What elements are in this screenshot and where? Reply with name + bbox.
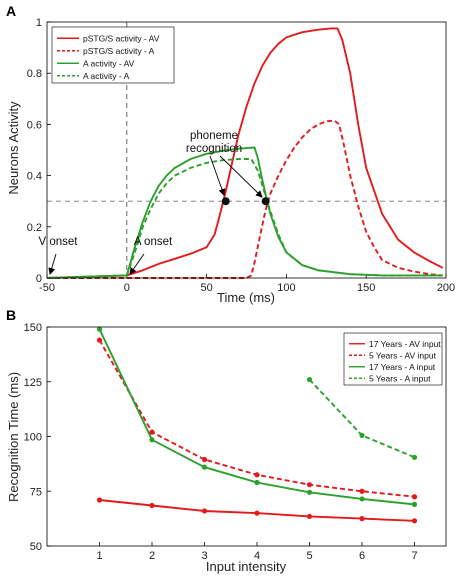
phoneme-annotation-line2: recognition — [186, 143, 242, 155]
panel-a-x-axis-label: Time (ms) — [217, 290, 275, 305]
legend-label: 5 Years - A input — [369, 373, 431, 383]
data-point — [149, 429, 155, 435]
x-tick-label: 100 — [277, 282, 295, 294]
data-point — [201, 464, 208, 470]
x-tick-label: 50 — [200, 282, 212, 294]
data-point — [201, 508, 208, 514]
x-tick-label: 5 — [306, 550, 312, 562]
data-point — [359, 516, 365, 522]
panel-a: A Neurons Activity Time (ms) -50 0 50 100 15… — [6, 3, 455, 305]
y-tick-label: 75 — [30, 486, 42, 498]
data-point — [254, 510, 260, 516]
legend-label: 17 Years - A input — [369, 362, 436, 372]
series-line-0 — [99, 499, 415, 522]
legend-label: pSTG/S activity - A — [83, 46, 155, 56]
data-point — [306, 482, 313, 488]
x-tick-label: -50 — [39, 282, 55, 294]
legend-label: A activity - AV — [83, 58, 135, 68]
v-onset-label: V onset — [39, 236, 79, 248]
x-tick-label: 1 — [96, 550, 102, 562]
legend-label: 17 Years - AV input — [369, 339, 441, 349]
data-point — [96, 326, 103, 332]
y-tick-label: 0 — [36, 273, 42, 285]
data-point — [96, 337, 103, 343]
data-point — [411, 454, 418, 460]
data-point — [96, 497, 103, 503]
panel-b-letter: B — [6, 307, 16, 323]
x-tick-label: 4 — [254, 550, 260, 562]
phoneme-annotation-line1: phoneme — [190, 130, 238, 142]
data-point — [149, 437, 155, 443]
x-tick-label: 2 — [149, 550, 155, 562]
legend-label: 5 Years - AV input — [369, 350, 437, 360]
panel-a-legend: pSTG/S activity - AV pSTG/S activity - A A… — [51, 26, 175, 84]
data-point — [254, 479, 260, 486]
legend-box — [343, 332, 443, 386]
v-onset-arrow — [48, 253, 57, 275]
panel-a-markers — [221, 197, 270, 206]
panel-a-y-axis-label: Neurons Activity — [6, 101, 21, 195]
legend-label: pSTG/S activity - AV — [83, 33, 160, 43]
y-tick-label: 0.2 — [27, 222, 42, 234]
data-point — [306, 376, 313, 383]
panel-a-letter: A — [6, 3, 16, 19]
panel-a-plot-frame — [46, 21, 447, 279]
phoneme-arrow-right — [219, 155, 263, 198]
y-tick-label: 0.4 — [27, 171, 42, 183]
y-tick-label: 50 — [30, 541, 42, 553]
panel-b-plot-frame — [46, 326, 447, 547]
data-point — [254, 472, 260, 478]
data-point — [359, 432, 365, 439]
x-tick-label: 150 — [357, 282, 375, 294]
series-line-3 — [308, 378, 415, 459]
y-tick-label: 1 — [36, 17, 42, 29]
panel-a-lines — [46, 27, 444, 279]
y-tick-label: 150 — [24, 322, 42, 334]
data-point — [306, 513, 313, 520]
panel-b: B Recognition Time (ms) Input intensity … — [6, 307, 447, 574]
panel-b-x-axis-label: Input intensity — [206, 559, 287, 574]
panel-b-y-axis-label: Recognition Time (ms) — [6, 372, 21, 502]
recognition-marker — [221, 197, 230, 206]
data-point — [306, 489, 313, 495]
series-line-3 — [46, 158, 443, 279]
data-point — [201, 456, 208, 463]
x-tick-label: 200 — [437, 282, 455, 294]
recognition-marker — [261, 197, 270, 206]
data-point — [411, 494, 418, 500]
y-tick-label: 0.8 — [27, 68, 42, 80]
x-tick-label: 0 — [124, 282, 130, 294]
data-point — [411, 501, 418, 507]
y-tick-label: 0.6 — [27, 119, 42, 131]
panel-a-annotations: phoneme recognition V onset A onset — [39, 130, 263, 275]
phoneme-arrow-left — [209, 155, 226, 196]
series-line-0 — [46, 27, 444, 279]
series-line-1 — [47, 119, 443, 279]
x-tick-label: 7 — [411, 550, 417, 562]
panel-a-guides — [47, 22, 446, 278]
data-point — [359, 496, 365, 502]
a-onset-label: A onset — [134, 236, 173, 248]
panel-b-markers — [96, 326, 418, 524]
legend-box — [51, 26, 175, 84]
x-tick-label: 6 — [359, 550, 365, 562]
y-tick-label: 125 — [24, 377, 42, 389]
x-tick-label: 3 — [201, 550, 207, 562]
a-onset-arrow — [129, 253, 145, 275]
data-point — [359, 488, 365, 494]
y-tick-label: 100 — [24, 432, 42, 444]
data-point — [149, 502, 155, 509]
legend-label: A activity - A — [83, 71, 130, 81]
data-point — [411, 518, 418, 524]
series-line-2 — [46, 146, 443, 279]
